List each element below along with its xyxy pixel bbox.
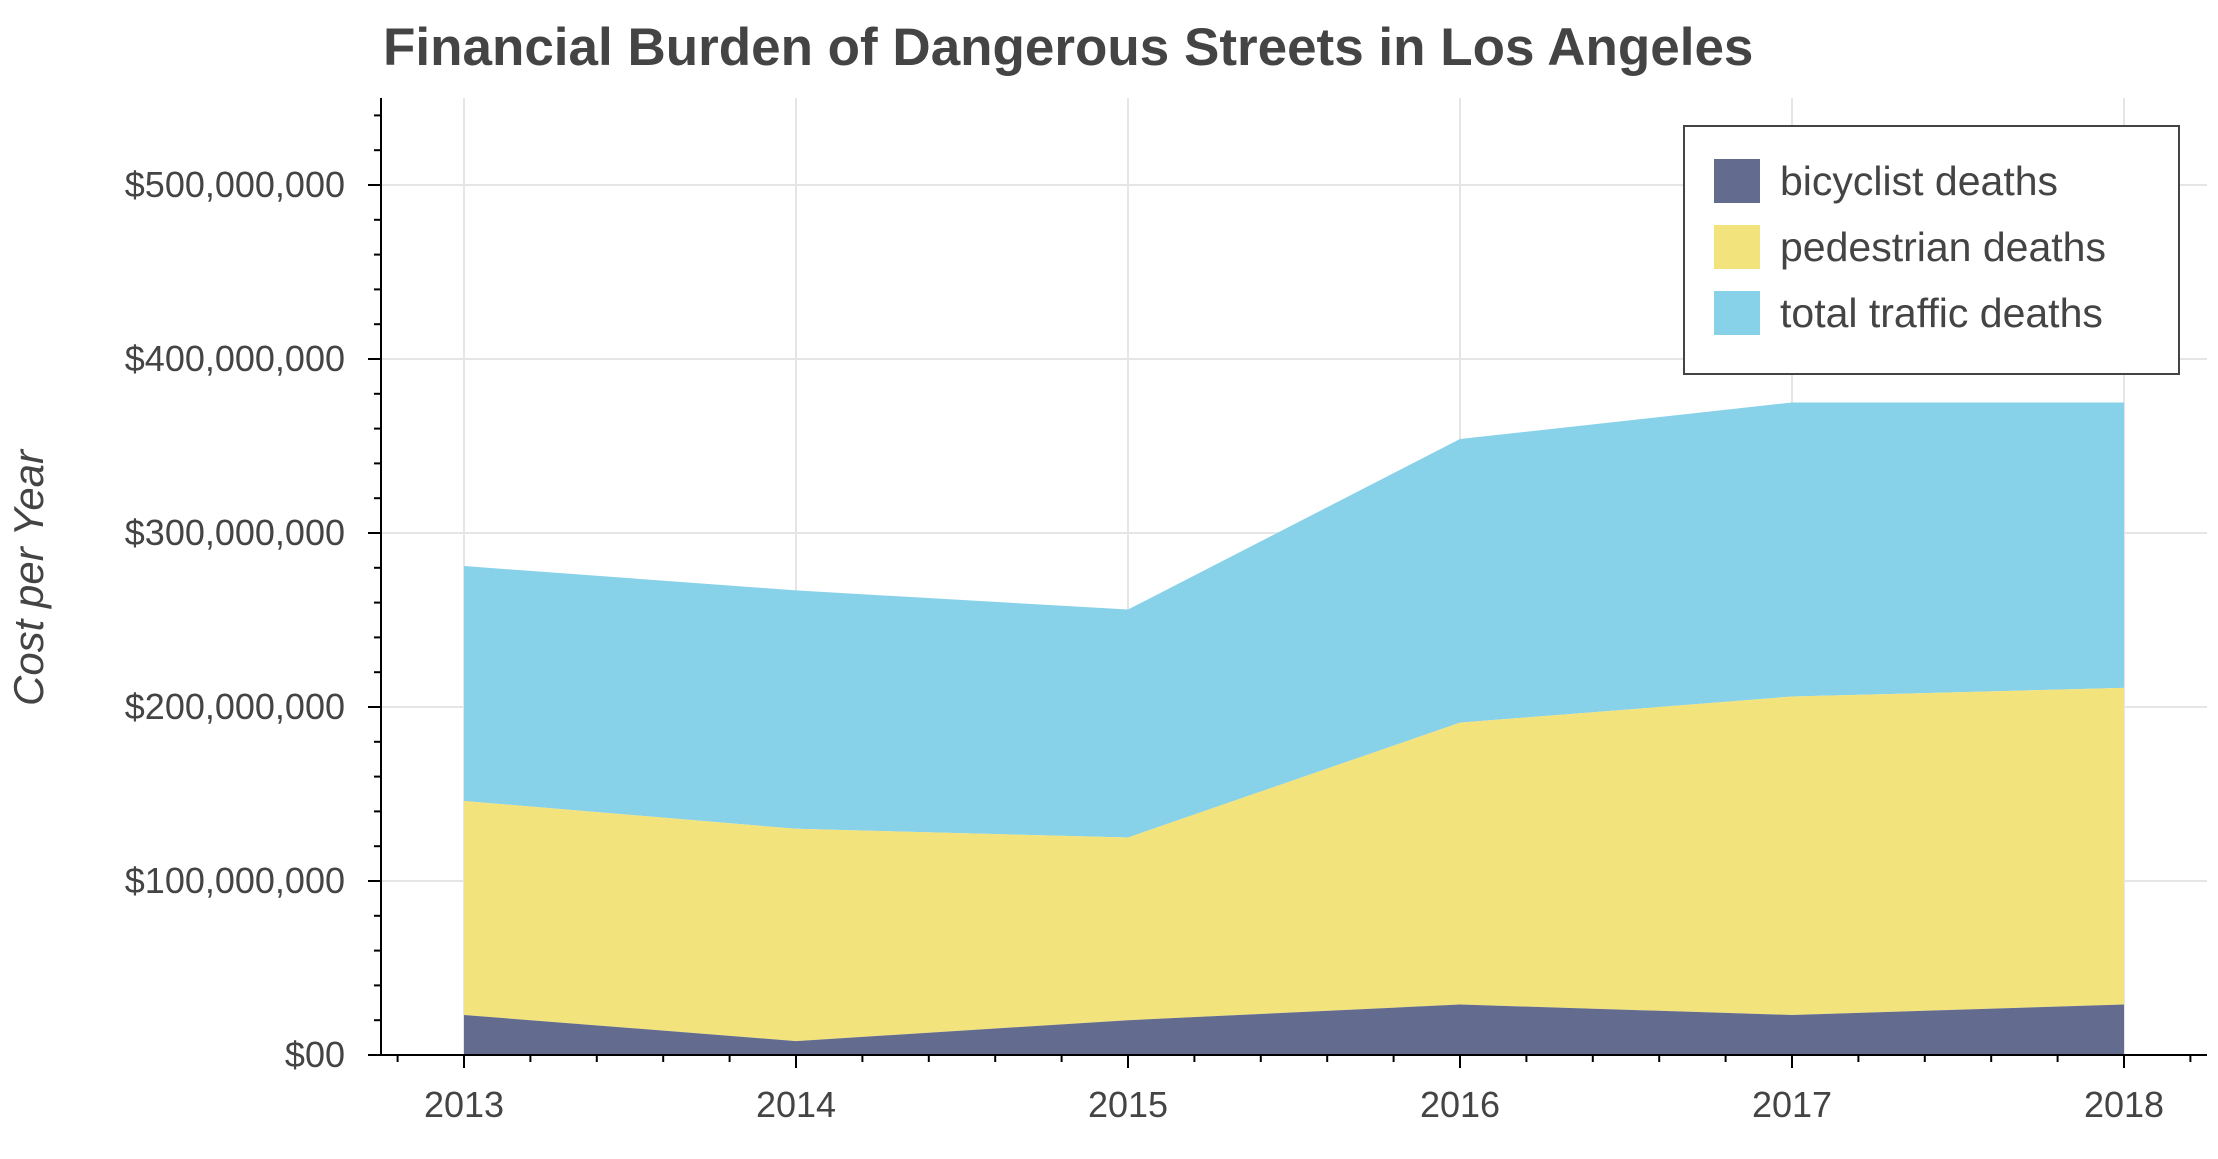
- y-tick-label: $300,000,000: [125, 512, 345, 553]
- plot-areas: [464, 402, 2124, 1055]
- x-tick-label: 2013: [424, 1084, 504, 1125]
- legend-label-pedestrian-deaths: pedestrian deaths: [1780, 224, 2106, 270]
- y-axis-label: Cost per Year: [5, 448, 52, 706]
- x-tick-label: 2018: [2084, 1084, 2164, 1125]
- ticks: 2013 2014 2015 2016 2017 2018 $00 $100,000,000 $…: [125, 114, 2192, 1125]
- legend-swatch-bicyclist-deaths: [1714, 159, 1760, 203]
- chart-title: Financial Burden of Dangerous Streets in…: [383, 18, 1753, 77]
- x-tick-label: 2015: [1088, 1084, 1168, 1125]
- area-total-traffic-deaths: [464, 402, 2124, 838]
- y-tick-label: $00: [285, 1034, 345, 1075]
- area-bicyclist-deaths: [464, 1004, 2124, 1055]
- legend: bicyclist deaths pedestrian deaths total t…: [1683, 125, 2180, 375]
- axes: [380, 98, 2207, 1056]
- legend-frame: [1683, 125, 2180, 375]
- legend-swatch-pedestrian-deaths: [1714, 225, 1760, 269]
- legend-swatch-total-traffic-deaths: [1714, 291, 1760, 335]
- legend-label-total-traffic-deaths: total traffic deaths: [1780, 290, 2103, 336]
- area-pedestrian-deaths: [464, 687, 2124, 1042]
- y-tick-label: $100,000,000: [125, 860, 345, 901]
- legend-label-bicyclist-deaths: bicyclist deaths: [1780, 158, 2058, 204]
- x-tick-label: 2017: [1752, 1084, 1832, 1125]
- y-tick-label: $400,000,000: [125, 338, 345, 379]
- x-tick-label: 2014: [756, 1084, 836, 1125]
- x-tick-label: 2016: [1420, 1084, 1500, 1125]
- y-tick-label: $500,000,000: [125, 164, 345, 205]
- y-tick-label: $200,000,000: [125, 686, 345, 727]
